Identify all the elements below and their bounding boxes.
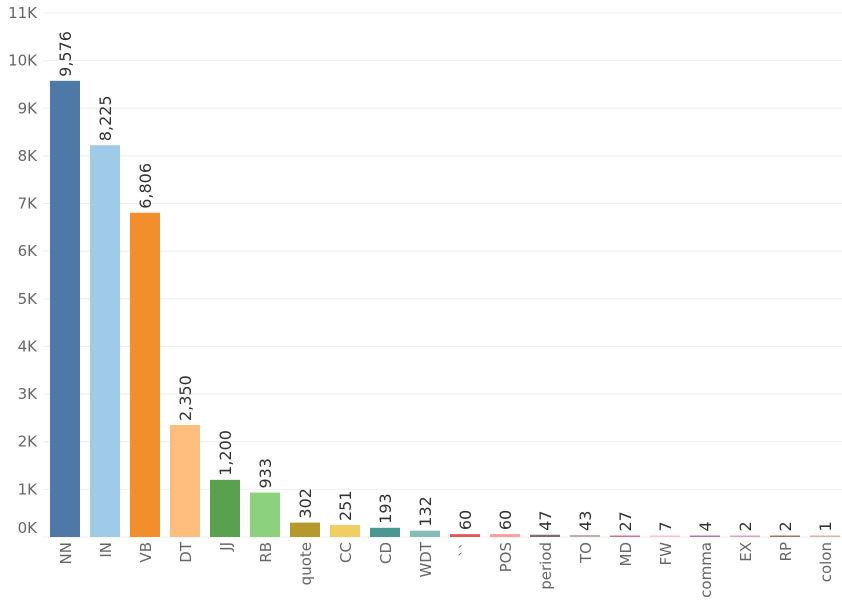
data-label: 60	[496, 510, 515, 530]
bar	[810, 535, 840, 537]
y-tick-label: 2K	[18, 433, 39, 451]
data-label: 1	[816, 521, 835, 531]
bar	[650, 535, 680, 537]
data-label: 251	[336, 490, 355, 521]
bar	[610, 535, 640, 537]
y-axis: 0K 1K 2K 3K 4K 5K 6K 7K 8K 9K 10K 11K	[8, 4, 38, 537]
bar	[770, 535, 800, 537]
bars	[50, 80, 840, 538]
x-tick-label: EX	[737, 542, 755, 562]
x-tick-label: MD	[617, 542, 635, 567]
bar	[370, 527, 400, 537]
x-tick-label: JJ	[217, 542, 235, 552]
data-label: 2,350	[176, 375, 195, 421]
bar	[90, 145, 120, 537]
y-tick-label: 9K	[18, 99, 39, 117]
bar	[690, 535, 720, 537]
bar	[130, 212, 160, 537]
data-label: 193	[376, 493, 395, 524]
y-tick-label: 0K	[18, 519, 39, 537]
x-tick-label: CC	[337, 542, 355, 563]
x-tick-label: VB	[137, 542, 155, 563]
data-label: 43	[576, 511, 595, 531]
y-tick-label: 11K	[8, 4, 38, 22]
data-label: 302	[296, 488, 315, 519]
y-tick-label: 8K	[18, 147, 39, 165]
bar	[290, 522, 320, 537]
x-tick-label: RB	[257, 542, 275, 563]
data-label: 27	[616, 511, 635, 531]
bar	[530, 534, 560, 537]
bar	[250, 492, 280, 537]
data-label: 7	[656, 521, 675, 531]
bar	[730, 535, 760, 537]
x-tick-label: colon	[817, 542, 835, 582]
x-tick-label: WDT	[417, 541, 435, 577]
x-tick-label: ``	[457, 542, 475, 557]
x-tick-label: RP	[777, 542, 795, 561]
x-axis: NN IN VB DT JJ RB quote CC CD WDT `` POS period TO MD F…	[57, 541, 835, 598]
data-label: 132	[416, 496, 435, 527]
x-tick-label: DT	[177, 541, 195, 563]
data-label: 1,200	[216, 430, 235, 476]
data-label: 9,576	[56, 31, 75, 77]
bar	[570, 534, 600, 537]
data-label: 8,225	[96, 95, 115, 141]
data-label: 47	[536, 510, 555, 530]
bar	[410, 530, 440, 537]
bar	[330, 525, 360, 537]
data-label: 2	[776, 521, 795, 531]
data-labels: 9,576 8,225 6,806 2,350 1,200 933 302 251 193 132…	[56, 31, 835, 531]
x-tick-label: IN	[97, 542, 115, 558]
y-tick-label: 10K	[8, 52, 38, 70]
bar	[50, 80, 80, 538]
data-label: 6,806	[136, 163, 155, 209]
x-tick-label: TO	[577, 542, 595, 564]
data-label: 2	[736, 521, 755, 531]
gridlines	[43, 12, 842, 538]
x-tick-label: quote	[297, 542, 315, 585]
y-tick-label: 5K	[18, 290, 39, 308]
y-tick-label: 1K	[18, 480, 39, 498]
x-tick-label: period	[537, 542, 555, 590]
y-tick-label: 7K	[18, 195, 39, 213]
x-tick-label: POS	[497, 542, 515, 572]
data-label: 4	[696, 521, 715, 531]
bar	[210, 479, 240, 537]
bar	[450, 534, 480, 537]
data-label: 933	[256, 458, 275, 489]
x-tick-label: FW	[657, 542, 675, 566]
x-tick-label: CD	[377, 542, 395, 564]
bar	[490, 534, 520, 537]
x-tick-label: NN	[57, 542, 75, 564]
y-tick-label: 4K	[18, 337, 39, 355]
y-tick-label: 6K	[18, 242, 39, 260]
data-label: 60	[456, 510, 475, 530]
y-tick-label: 3K	[18, 385, 39, 403]
x-tick-label: comma	[697, 542, 715, 598]
bar	[170, 425, 200, 537]
